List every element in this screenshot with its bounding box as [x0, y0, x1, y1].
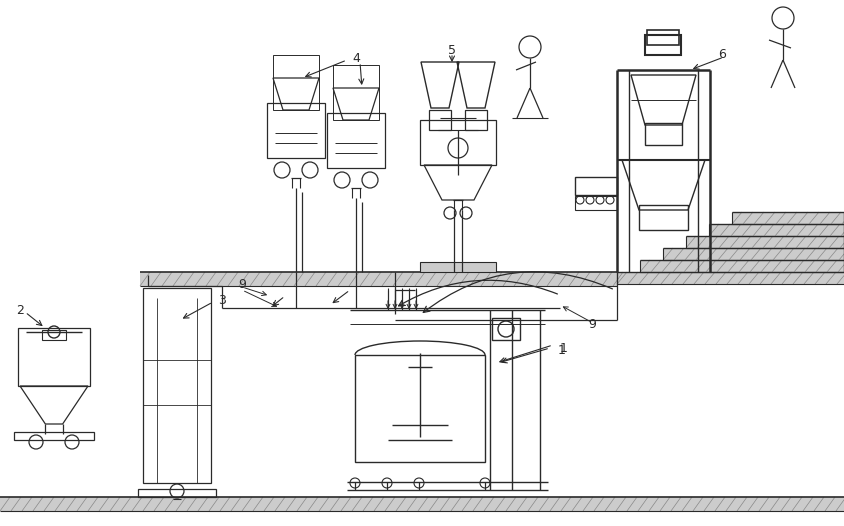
Bar — [686, 236, 844, 248]
Bar — [140, 272, 617, 286]
Bar — [0, 497, 844, 511]
Bar — [645, 123, 682, 145]
Bar — [575, 177, 617, 195]
Text: 1: 1 — [560, 341, 568, 355]
Bar — [138, 489, 216, 497]
Text: 1: 1 — [558, 343, 565, 357]
Bar — [709, 224, 844, 236]
FancyArrowPatch shape — [424, 272, 613, 312]
Bar — [327, 113, 385, 168]
Bar — [420, 262, 496, 272]
Bar — [143, 288, 211, 483]
Bar — [420, 120, 496, 165]
FancyArrowPatch shape — [398, 280, 557, 306]
Bar — [42, 330, 66, 340]
Bar — [465, 110, 487, 130]
Bar — [639, 205, 688, 230]
Bar — [647, 30, 679, 45]
Bar — [14, 432, 94, 440]
Text: 2: 2 — [16, 304, 24, 317]
Bar — [663, 248, 844, 260]
Bar — [18, 328, 90, 386]
Text: 5: 5 — [448, 44, 456, 56]
Bar — [273, 55, 319, 110]
Text: 6: 6 — [718, 48, 726, 62]
Bar — [429, 110, 451, 130]
Bar — [732, 212, 844, 224]
Bar — [355, 355, 485, 462]
Bar — [492, 318, 520, 340]
Text: 4: 4 — [352, 52, 360, 65]
Text: 9: 9 — [588, 319, 596, 331]
Bar — [575, 196, 617, 210]
Bar — [267, 103, 325, 158]
Bar — [333, 65, 379, 120]
Bar — [645, 35, 681, 55]
Text: 9: 9 — [238, 278, 246, 291]
Bar — [617, 272, 844, 284]
Bar — [640, 260, 844, 272]
Text: 3: 3 — [218, 294, 226, 307]
